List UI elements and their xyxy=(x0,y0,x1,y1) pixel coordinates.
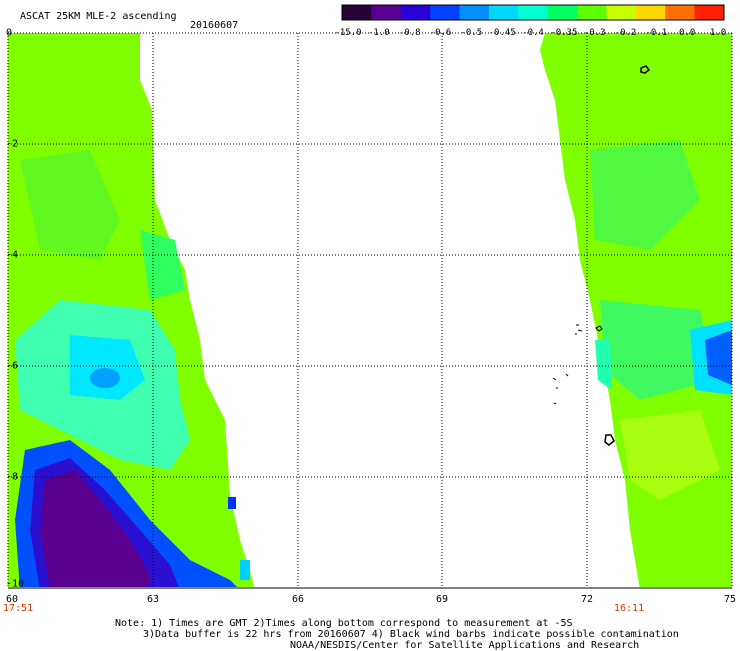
colorbar-label: -1.0 xyxy=(367,28,390,38)
colorbar-label: -0.5 xyxy=(460,28,483,38)
note-line-1: Note: 1) Times are GMT 2)Times along bot… xyxy=(115,618,573,629)
colorbar-border xyxy=(341,4,725,21)
x-tick-label: 75 xyxy=(723,594,737,605)
colorbar-label: -0.4 xyxy=(522,28,544,38)
colorbar-label: -0.35 xyxy=(550,28,578,38)
colorbar-label: 1.0 xyxy=(709,28,727,38)
colorbar-label: -0.45 xyxy=(488,28,516,38)
y-tick-label: -6 xyxy=(6,360,19,372)
x-tick-label: 63 xyxy=(146,594,160,605)
left-swath-cyan-pixel xyxy=(240,560,250,580)
colorbar-label: 0.0 xyxy=(679,28,696,38)
colorbar-swatch xyxy=(342,5,372,20)
x-tick-label: 69 xyxy=(435,594,449,605)
colorbar-label: -0.6 xyxy=(429,28,452,38)
colorbar-swatch xyxy=(488,5,519,20)
colorbar-label: -0.2 xyxy=(614,28,637,38)
colorbar-label: -0.3 xyxy=(583,28,606,38)
left-swath-cyan-core xyxy=(70,335,145,400)
colorbar-swatch xyxy=(547,5,578,20)
colorbar-swatch xyxy=(371,5,402,20)
left-swath-blue-spot xyxy=(90,368,120,388)
colorbar xyxy=(341,4,725,21)
right-swath-teal xyxy=(595,340,612,390)
y-tick-label: -4 xyxy=(6,249,19,261)
note-line-2: 3)Data buffer is 22 hrs from 20160607 4)… xyxy=(143,629,679,640)
colorbar-swatch xyxy=(694,5,725,20)
right-swath-patch xyxy=(600,300,715,400)
x-tick-label: 72 xyxy=(580,594,594,605)
y-tick-label: -2 xyxy=(6,138,19,150)
left-swath-patch xyxy=(140,230,185,300)
y-tick-label: -10 xyxy=(6,578,25,590)
map-date: 20160607 xyxy=(190,20,239,31)
island-outline xyxy=(640,65,651,74)
colorbar-swatch xyxy=(459,5,490,20)
right-swath-patch xyxy=(590,140,700,250)
colorbar-swatch xyxy=(577,5,607,20)
x-tick-label: 66 xyxy=(291,594,305,605)
island-outline xyxy=(595,325,603,332)
left-swath-blue-pixel xyxy=(228,497,236,509)
colorbar-label: -0.8 xyxy=(398,28,421,38)
right-swath-blue xyxy=(705,330,732,385)
x-tick-label: 60 xyxy=(5,594,19,605)
colorbar-swatch xyxy=(606,5,637,20)
island-outline xyxy=(552,373,569,405)
y-tick-label: 0 xyxy=(6,27,13,39)
time-right: 16:11 xyxy=(614,603,645,614)
island-outline xyxy=(575,324,583,335)
map-title: ASCAT 25KM MLE-2 ascending xyxy=(20,11,177,22)
note-line-3: NOAA/NESDIS/Center for Satellite Applica… xyxy=(290,640,640,651)
colorbar-swatch xyxy=(400,5,431,20)
left-swath-patch xyxy=(20,150,120,260)
colorbar-label: -0.1 xyxy=(645,28,668,38)
colorbar-label: -15.0 xyxy=(334,28,362,38)
colorbar-swatch xyxy=(430,5,461,20)
colorbar-swatch xyxy=(665,5,696,20)
y-tick-label: -8 xyxy=(6,471,19,483)
island-outline xyxy=(604,434,615,446)
gridlines xyxy=(7,32,733,588)
colorbar-swatch xyxy=(635,5,666,20)
left-swath-purple xyxy=(40,470,150,587)
time-left: 17:51 xyxy=(3,603,34,614)
colorbar-swatch xyxy=(518,5,549,20)
